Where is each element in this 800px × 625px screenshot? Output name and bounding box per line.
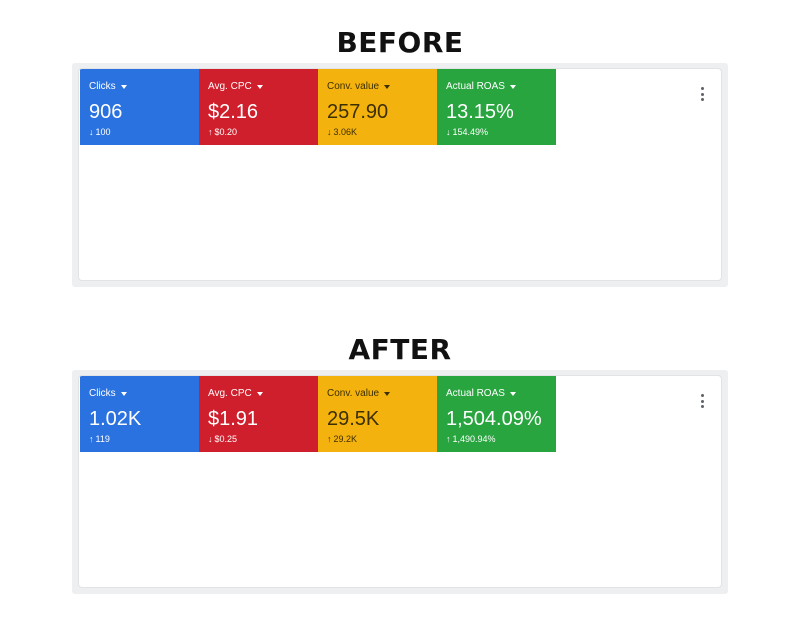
after-trend-chart: [79, 456, 721, 581]
metric-value: 1.02K: [89, 408, 142, 430]
after-conv-value-tile[interactable]: Conv. value 29.5K ↑ 29.2K: [318, 376, 437, 452]
metric-name: Avg. CPC: [208, 81, 252, 92]
after-avg-cpc-tile[interactable]: Avg. CPC $1.91 ↓ $0.25: [199, 376, 318, 452]
before-performance-card: Clicks 906 ↓ 100 Avg. CPC $2.16 ↑ $0.20 Co…: [78, 68, 722, 281]
metric-delta: 29.2K: [333, 434, 358, 444]
metric-name: Avg. CPC: [208, 388, 252, 399]
dropdown-caret-icon[interactable]: [256, 392, 263, 396]
before-actual-roas-tile[interactable]: Actual ROAS 13.15% ↓ 154.49%: [437, 69, 556, 145]
metric-value: 13.15%: [446, 101, 514, 123]
dropdown-caret-icon[interactable]: [509, 85, 516, 89]
metric-value: 257.90: [327, 101, 389, 123]
after-panel: Clicks 1.02K ↑ 119 Avg. CPC $1.91 ↓ $0.25 …: [72, 370, 728, 594]
after-heading: AFTER: [348, 333, 452, 366]
after-metric-tiles: Clicks 1.02K ↑ 119 Avg. CPC $1.91 ↓ $0.25 …: [80, 376, 556, 452]
arrow-up-icon: ↑: [446, 434, 451, 444]
metric-delta: 154.49%: [452, 127, 489, 137]
arrow-up-icon: ↑: [208, 127, 213, 137]
dropdown-caret-icon[interactable]: [256, 85, 263, 89]
arrow-up-icon: ↑: [327, 434, 332, 444]
arrow-down-icon: ↓: [208, 434, 213, 444]
metric-value: 1,504.09%: [446, 408, 542, 430]
before-metric-tiles: Clicks 906 ↓ 100 Avg. CPC $2.16 ↑ $0.20 Co…: [80, 69, 556, 145]
arrow-down-icon: ↓: [327, 127, 332, 137]
dropdown-caret-icon[interactable]: [509, 392, 516, 396]
metric-value: $2.16: [208, 101, 259, 123]
metric-name: Conv. value: [327, 388, 380, 399]
metric-value: $1.91: [208, 408, 259, 430]
metric-name: Actual ROAS: [446, 81, 505, 92]
metric-delta: $0.25: [214, 434, 238, 444]
arrow-down-icon: ↓: [89, 127, 94, 137]
dropdown-caret-icon[interactable]: [120, 392, 127, 396]
after-performance-card: Clicks 1.02K ↑ 119 Avg. CPC $1.91 ↓ $0.25 …: [78, 375, 722, 588]
dropdown-caret-icon[interactable]: [384, 85, 391, 89]
metric-delta: 100: [95, 127, 111, 137]
before-heading: BEFORE: [336, 26, 464, 59]
kebab-menu-icon[interactable]: [701, 87, 705, 101]
arrow-down-icon: ↓: [446, 127, 451, 137]
dropdown-caret-icon[interactable]: [384, 392, 391, 396]
before-avg-cpc-tile[interactable]: Avg. CPC $2.16 ↑ $0.20: [199, 69, 318, 145]
metric-delta: 3.06K: [333, 127, 358, 137]
metric-name: Clicks: [89, 81, 116, 92]
after-actual-roas-tile[interactable]: Actual ROAS 1,504.09% ↑ 1,490.94%: [437, 376, 556, 452]
metric-delta: $0.20: [214, 127, 238, 137]
before-clicks-tile[interactable]: Clicks 906 ↓ 100: [80, 69, 199, 145]
kebab-menu-icon[interactable]: [701, 394, 705, 408]
after-clicks-tile[interactable]: Clicks 1.02K ↑ 119: [80, 376, 199, 452]
before-trend-chart: [79, 149, 721, 274]
metric-name: Clicks: [89, 388, 116, 399]
metric-value: 29.5K: [327, 408, 380, 430]
metric-name: Actual ROAS: [446, 388, 505, 399]
dropdown-caret-icon[interactable]: [120, 85, 127, 89]
metric-delta: 1,490.94%: [452, 434, 496, 444]
before-conv-value-tile[interactable]: Conv. value 257.90 ↓ 3.06K: [318, 69, 437, 145]
metric-name: Conv. value: [327, 81, 380, 92]
metric-value: 906: [89, 101, 123, 123]
before-panel: Clicks 906 ↓ 100 Avg. CPC $2.16 ↑ $0.20 Co…: [72, 63, 728, 287]
metric-delta: 119: [95, 434, 110, 444]
arrow-up-icon: ↑: [89, 434, 94, 444]
